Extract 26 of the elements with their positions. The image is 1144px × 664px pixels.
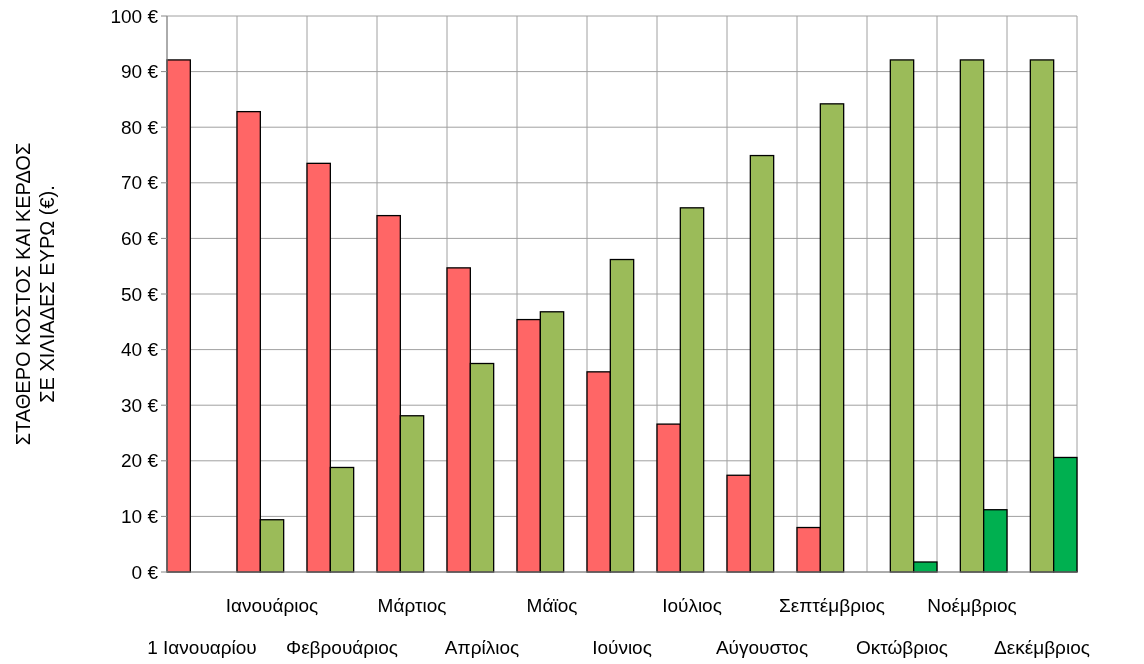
- y-tick-label: 30 €: [121, 394, 159, 416]
- y-tick-label: 40 €: [121, 339, 159, 361]
- x-tick-label: Μάϊος: [526, 595, 578, 616]
- x-tick-label: Ιούλιος: [662, 595, 722, 616]
- y-tick-label: 20 €: [121, 450, 159, 472]
- y-tick-label: 0 €: [131, 561, 159, 583]
- x-tick-label: Σεπτέμβριος: [779, 595, 885, 616]
- x-tick-label: Ιανουάριος: [225, 595, 319, 616]
- y-tick-label: 80 €: [121, 116, 159, 138]
- y-tick-label: 90 €: [121, 61, 159, 83]
- x-tick-label: Ιούνιος: [592, 637, 652, 658]
- x-tick-label: 1 Ιανουαρίου: [147, 637, 257, 658]
- x-tick-label: Μάρτιος: [377, 595, 447, 616]
- x-tick-label: Νοέμβριος: [927, 595, 1017, 616]
- y-axis-title: ΣΤΑΘΕΡΟ ΚΟΣΤΟΣ ΚΑΙ ΚΕΡΔΟΣ ΣΕ ΧΙΛΙΑΔΕΣ ΕΥΡΩ (€).: [12, 142, 58, 446]
- x-tick-label: Απρίλιος: [444, 637, 520, 658]
- x-tick-label: Δεκέμβριος: [994, 637, 1090, 658]
- y-tick-label: 70 €: [121, 172, 159, 194]
- y-tick-label: 50 €: [121, 283, 159, 305]
- x-tick-label: Αύγουστος: [715, 637, 809, 658]
- y-tick-label: 100 €: [110, 5, 159, 27]
- y-tick-label: 60 €: [121, 228, 159, 250]
- bar: [166, 59, 191, 573]
- x-tick-label: Φεβρουάριος: [285, 637, 399, 658]
- x-tick-label: Οκτώβριος: [855, 637, 949, 658]
- y-tick-label: 10 €: [121, 506, 159, 528]
